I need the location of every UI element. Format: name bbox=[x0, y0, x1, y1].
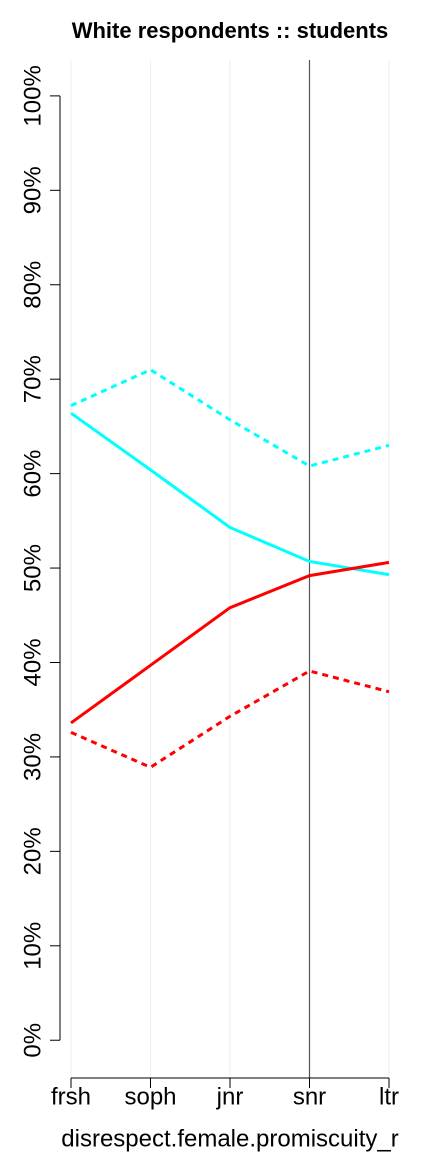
y-tick-label: 30% bbox=[19, 733, 46, 781]
series-line bbox=[70, 368, 390, 468]
y-tick-label: 0% bbox=[19, 1023, 46, 1058]
y-tick-label: 70% bbox=[19, 355, 46, 403]
y-tick-label: 100% bbox=[19, 65, 46, 126]
series-line bbox=[70, 560, 390, 725]
x-tick-label: ltr bbox=[379, 1083, 399, 1110]
x-axis-label: disrespect.female.promiscuity_r bbox=[61, 1125, 398, 1152]
chart-title: White respondents :: students bbox=[72, 18, 389, 43]
y-tick-label: 80% bbox=[19, 261, 46, 309]
y-tick-label: 40% bbox=[19, 638, 46, 686]
x-tick-label: soph bbox=[124, 1083, 176, 1110]
y-tick-label: 60% bbox=[19, 450, 46, 498]
y-tick-label: 20% bbox=[19, 827, 46, 875]
y-tick-label: 50% bbox=[19, 544, 46, 592]
y-tick-label: 10% bbox=[19, 922, 46, 970]
x-tick-label: snr bbox=[293, 1083, 326, 1110]
series-line bbox=[70, 669, 390, 770]
series-line bbox=[70, 411, 390, 577]
y-tick-label: 90% bbox=[19, 166, 46, 214]
x-tick-label: frsh bbox=[51, 1083, 91, 1110]
x-tick-label: jnr bbox=[216, 1083, 244, 1110]
